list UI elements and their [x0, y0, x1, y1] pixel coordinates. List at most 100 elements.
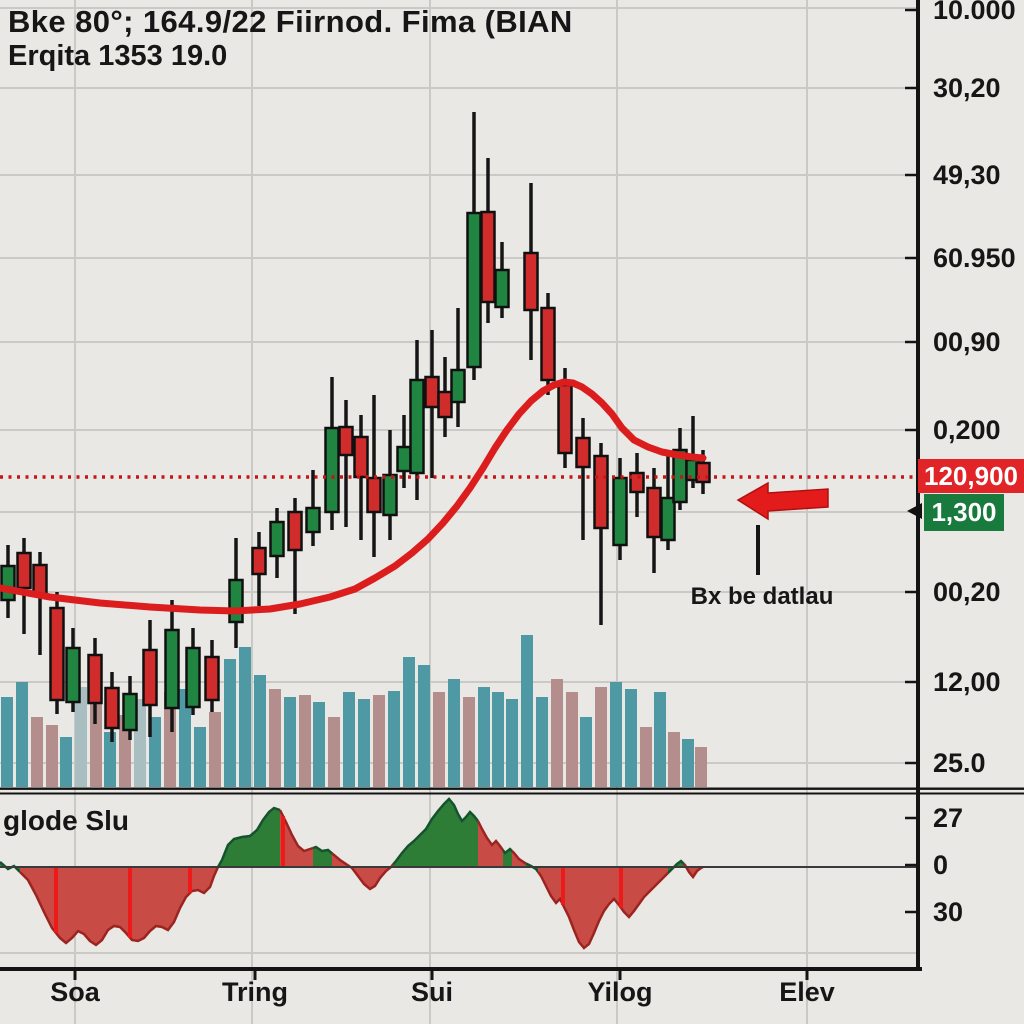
volume-bar — [506, 699, 518, 787]
time-axis-label: Tring — [222, 977, 288, 1007]
volume-bar — [224, 659, 236, 787]
volume-bar — [448, 679, 460, 787]
candle-body — [695, 461, 711, 484]
candle-body — [523, 251, 539, 312]
volume-bar — [373, 695, 385, 787]
price-axis-label: 10.000 — [933, 0, 1016, 25]
volume-bar — [566, 692, 578, 787]
volume-bar — [668, 732, 680, 787]
volume-bar — [1, 697, 13, 787]
volume-bar — [90, 692, 102, 787]
candle-body — [382, 473, 398, 517]
price-axis-label: 00,90 — [933, 327, 1001, 357]
oscillator-edge — [392, 797, 479, 866]
price-axis-label: 12,00 — [933, 667, 1001, 697]
volume-bar — [403, 657, 415, 787]
volume-bar — [313, 702, 325, 787]
price-axis-label: 30 — [933, 897, 964, 927]
volume-bar — [463, 697, 475, 787]
left-arrow-annotation[interactable] — [736, 481, 829, 521]
candle-body — [540, 306, 556, 382]
volume-bar — [299, 695, 311, 787]
candle-body — [629, 471, 645, 494]
oscillator-area — [313, 847, 332, 867]
candle-body — [353, 435, 369, 479]
candle-body — [424, 375, 440, 409]
moving-average-line — [0, 378, 707, 615]
candle-body — [251, 546, 267, 576]
candle-body — [660, 496, 676, 542]
oscillator-area — [280, 810, 313, 867]
candle-body — [593, 454, 609, 530]
candle-body — [164, 628, 180, 710]
oscillator-area — [20, 867, 218, 945]
volume-bar — [119, 715, 131, 787]
volume-bar — [610, 682, 622, 787]
volume-bar — [640, 727, 652, 787]
volume-bar — [358, 699, 370, 787]
candle-body — [646, 486, 662, 539]
candle-body — [557, 383, 573, 455]
candle-body — [269, 520, 285, 558]
price-axis-label: 25.0 — [933, 748, 986, 778]
candle-body — [65, 646, 81, 704]
oscillator-edge — [331, 852, 394, 891]
candle-body — [305, 506, 321, 534]
candle-body — [494, 268, 510, 309]
price-marker-arrow — [907, 503, 922, 519]
time-axis-label: Sui — [410, 977, 454, 1007]
price-axis-label: 0 — [933, 850, 949, 880]
candle-body — [396, 445, 412, 473]
price-axis-label: 27 — [933, 803, 964, 833]
price-axis-label: 49,30 — [933, 160, 1001, 190]
candle-body — [185, 646, 201, 709]
volume-bar — [16, 682, 28, 787]
candle-body — [228, 578, 244, 624]
oscillator-edge — [278, 809, 314, 853]
candle-body — [338, 425, 354, 457]
volume-bar — [595, 687, 607, 787]
volume-bar — [695, 747, 707, 787]
candle-body — [287, 510, 303, 552]
volume-bar — [46, 725, 58, 787]
price-axis-label: 60.950 — [933, 243, 1016, 273]
oscillator-area — [538, 867, 668, 948]
oscillator-area — [218, 808, 280, 867]
oscillator-edge — [476, 820, 505, 851]
price-axis-label: 00,20 — [933, 577, 1001, 607]
annotation-note: Bx be datlau — [690, 583, 834, 610]
candle-body — [437, 390, 453, 419]
secondary-price-badge: 1,300 — [924, 494, 1004, 531]
candle-body — [480, 210, 496, 304]
candle-body — [366, 476, 382, 514]
time-axis-label: Elev — [779, 977, 835, 1007]
candle-body — [324, 426, 340, 514]
volume-bar — [521, 635, 533, 787]
candle-body — [87, 653, 103, 705]
candle-body — [16, 551, 32, 590]
candle-body — [0, 564, 16, 602]
candle-body — [466, 211, 482, 369]
candle-body — [49, 606, 65, 702]
volume-bar — [388, 691, 400, 787]
volume-bar — [75, 687, 87, 787]
chart-title-line2: Erqita 1353 19.0 — [8, 40, 228, 72]
volume-bar — [269, 689, 281, 787]
panel-divider — [0, 787, 1024, 790]
volume-bar — [625, 689, 637, 787]
chart-title-line1: Bke 80°; 164.9/22 Fiirnod. Fima (BIAN — [8, 4, 573, 39]
candle-body — [122, 692, 138, 732]
candle-body — [142, 648, 158, 707]
volume-bar — [433, 692, 445, 787]
panel-divider — [0, 792, 1024, 795]
volume-bar — [209, 712, 221, 787]
candle-body — [409, 378, 425, 475]
volume-bar — [536, 697, 548, 787]
oscillator-edge — [312, 845, 333, 855]
volume-bar — [328, 717, 340, 787]
price-axis-label: 0,200 — [933, 415, 1001, 445]
candle-body — [612, 476, 628, 547]
volume-bar — [104, 732, 116, 787]
